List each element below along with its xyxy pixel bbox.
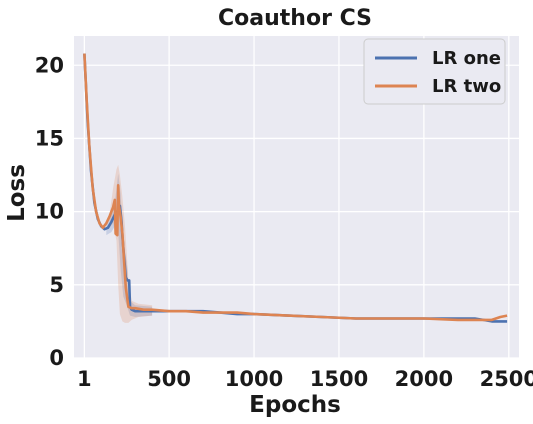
x-tick-label: 2000 <box>395 367 453 391</box>
series-lines <box>83 53 508 323</box>
series-band-2 <box>109 164 153 323</box>
series-line-2 <box>83 53 508 322</box>
x-axis-label: Epochs <box>249 392 341 418</box>
legend-label-lr-one: LR one <box>432 48 501 69</box>
y-tick-label: 5 <box>49 273 64 297</box>
y-tick-label: 20 <box>35 53 64 77</box>
y-tick-label: 10 <box>35 200 64 224</box>
x-tick-label: 500 <box>147 367 191 391</box>
y-tick-label: 15 <box>35 126 64 150</box>
chart-title: Coauthor CS <box>218 6 372 31</box>
y-axis-label: Loss <box>4 164 30 222</box>
x-tick-label: 1500 <box>310 367 368 391</box>
y-tick-label: 0 <box>49 346 64 370</box>
legend-label-lr-two: LR two <box>432 76 501 97</box>
legend-box <box>363 38 506 105</box>
legend: LR one LR two <box>363 38 506 105</box>
x-tick-label: 1000 <box>225 367 283 391</box>
x-tick-label: 1 <box>77 367 92 391</box>
x-tick-label: 2500 <box>480 367 533 391</box>
